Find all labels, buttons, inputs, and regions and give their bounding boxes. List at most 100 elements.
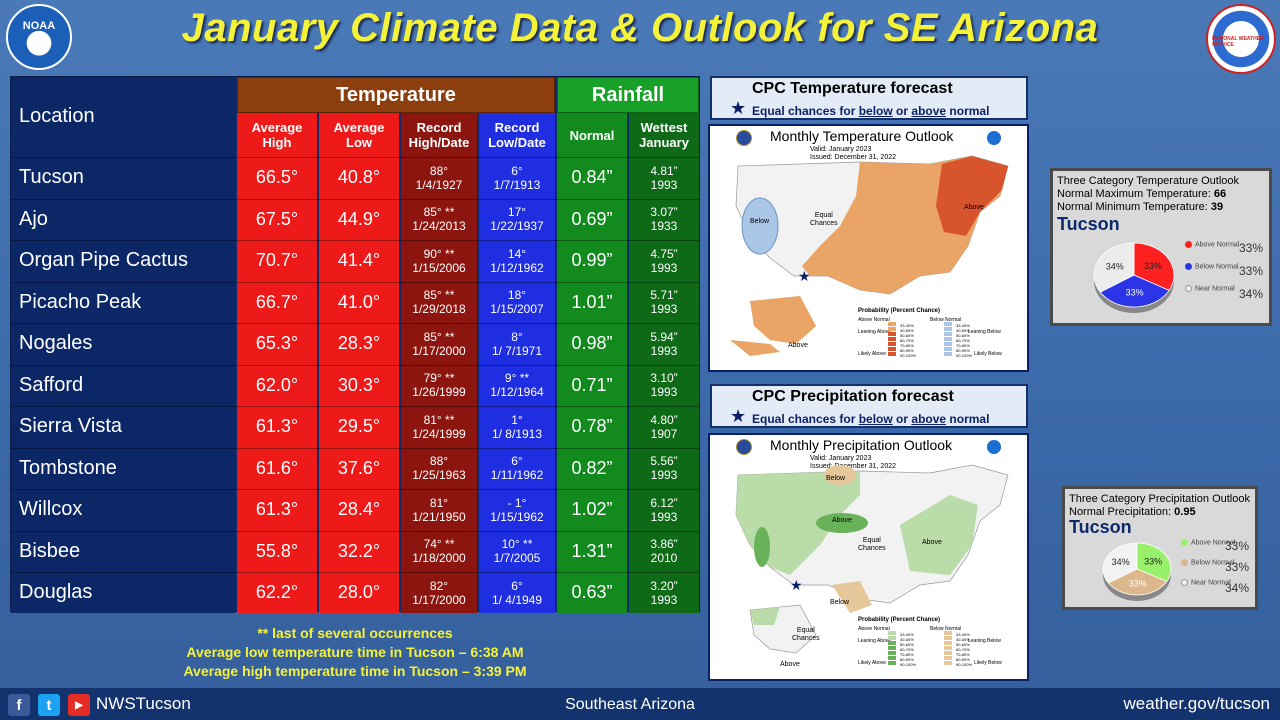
legend-range-above: 40-50% — [900, 328, 914, 333]
legend-swatch-above — [888, 352, 896, 356]
normal-rain-column — [557, 77, 627, 613]
temp-legend-likely-above: Likely Above — [858, 351, 887, 357]
precip-lbl-above-ak: Above — [780, 661, 800, 668]
precip-forecast-title: CPC Precipitation forecast — [752, 388, 954, 405]
legend-range-below: 80-90% — [956, 657, 970, 662]
cell-normal: 1.02” — [571, 499, 613, 519]
cell-record-high: 88° 1/4/1927 — [415, 163, 463, 192]
cell-record-low: 6° 1/ 4/1949 — [491, 578, 543, 607]
row-divider — [11, 530, 699, 532]
precip-legend-likely-below: Likely Below — [974, 660, 1002, 666]
legend-swatch-above — [888, 332, 896, 336]
legend-range-above: 60-70% — [900, 647, 914, 652]
precip-map-valid: Valid: January 2023 Issued: December 31, … — [810, 455, 896, 470]
cell-record-high: 85° ** 1/29/2018 — [412, 288, 466, 316]
legend-swatch-above — [888, 641, 896, 645]
temp-map-title: Monthly Temperature Outlook — [770, 128, 954, 144]
cell-record-low: 10° ** 1/7/2005 — [493, 537, 541, 565]
avg-low-header: Average Low — [333, 120, 385, 150]
cell-location: Nogales — [19, 332, 93, 354]
precip-lbl-above-east: Above — [922, 539, 942, 546]
cell-record-high: 81° ** 1/24/1999 — [412, 412, 466, 441]
legend-swatch-below — [944, 661, 952, 665]
legend-range-below: 80-90% — [956, 348, 970, 353]
temp-forecast-title: CPC Temperature forecast — [752, 80, 953, 97]
temp-pie-city: Tucson — [1057, 214, 1120, 234]
temp-pie-min: Normal Minimum Temperature: 39 — [1057, 201, 1224, 213]
legend-range-above: 60-70% — [900, 338, 914, 343]
legend-swatch-above — [888, 651, 896, 655]
legend-range-above: 40-50% — [900, 637, 914, 642]
noaa-logo-text: NOAA — [22, 20, 56, 32]
note-occurrences: ** last of several occurrences — [257, 625, 453, 641]
cell-avg-high: 70.7° — [255, 250, 299, 270]
temp-legend-leaning-below: Leaning Below — [968, 329, 1001, 335]
precip-lbl-below-north: Below — [826, 475, 846, 482]
cell-wettest: 6.12” 1993 — [650, 495, 678, 524]
precip-legend-below: Below Normal — [1181, 559, 1235, 567]
twitter-icon[interactable]: t — [38, 694, 60, 716]
svg-text:★: ★ — [798, 268, 811, 284]
record-low-header: Record Low/Date — [488, 120, 546, 150]
normal-header: Normal — [569, 127, 615, 143]
legend-swatch-above — [888, 322, 896, 326]
legend-range-below: 70-80% — [956, 343, 970, 348]
temp-forecast-subtitle: Equal chances for below or above normal — [752, 104, 990, 118]
cell-normal: 0.71” — [571, 374, 613, 395]
legend-swatch-below — [944, 651, 952, 655]
website-link[interactable]: weather.gov/tucson — [1123, 694, 1270, 713]
temp-outlook-map: Monthly Temperature Outlook Valid: Janua… — [708, 124, 1029, 372]
social-handle[interactable]: NWSTucson — [96, 694, 191, 713]
record-low-column — [479, 77, 555, 613]
legend-range-below: 40-50% — [956, 328, 970, 333]
legend-range-below: 70-80% — [956, 652, 970, 657]
legend-range-above: 80-90% — [900, 348, 914, 353]
pie-label-below: 33% — [1129, 578, 1147, 588]
doc-seal-icon — [736, 130, 752, 146]
facebook-icon[interactable]: f — [8, 694, 30, 716]
precip-legend-likely-above: Likely Above — [858, 660, 887, 666]
youtube-icon[interactable]: ▶ — [68, 694, 90, 716]
row-divider — [11, 447, 699, 449]
cell-record-low: 1° 1/ 8/1913 — [491, 412, 543, 441]
cell-record-high: 85° ** 1/24/2013 — [412, 205, 466, 233]
cell-normal: 0.82” — [571, 457, 613, 478]
cell-record-low: - 1° 1/15/1962 — [490, 495, 544, 524]
temp-pie-heading: Three Category Temperature Outlook — [1057, 175, 1239, 187]
legend-range-below: 33-40% — [956, 632, 970, 637]
cell-record-high: 79° ** 1/26/1999 — [412, 371, 466, 399]
cell-wettest: 5.56” 1993 — [650, 454, 678, 482]
cell-avg-high: 67.5° — [255, 208, 299, 229]
pie-slice-near — [1093, 242, 1135, 293]
legend-range-above: 90-100% — [900, 662, 917, 667]
legend-range-above: 90-100% — [900, 353, 917, 358]
precip-lbl-equal: Equal Chances — [858, 537, 886, 552]
legend-swatch-below — [944, 631, 952, 635]
cell-normal: 0.78” — [571, 416, 613, 436]
precip-lbl-below-tx: Below — [830, 599, 850, 606]
region-label: Southeast Arizona — [565, 696, 695, 713]
legend-range-above: 33-40% — [900, 632, 914, 637]
location-header: Location — [19, 105, 95, 127]
pie-slice-above — [1136, 542, 1172, 583]
precip-map-title: Monthly Precipitation Outlook — [770, 437, 953, 453]
cell-avg-low: 28.0° — [337, 582, 381, 602]
cell-record-high: 82° 1/17/2000 — [412, 578, 466, 607]
cell-record-high: 90° ** 1/15/2006 — [412, 246, 466, 275]
precip-lbl-above-west: Above — [832, 517, 852, 524]
row-divider — [11, 240, 699, 241]
temp-lbl-above: Above — [964, 204, 984, 211]
cell-wettest: 5.71” 1993 — [650, 288, 678, 316]
cell-avg-low: 28.4° — [337, 499, 381, 519]
legend-swatch-below — [944, 656, 952, 660]
temp-legend-likely-below: Likely Below — [974, 351, 1002, 357]
legend-swatch-below — [944, 337, 952, 341]
precip-pie-heading: Three Category Precipitation Outlook — [1069, 493, 1250, 505]
cell-record-low: 14° 1/12/1962 — [490, 246, 544, 275]
legend-range-above: 70-80% — [900, 652, 914, 657]
legend-range-below: 33-40% — [956, 323, 970, 328]
pie-label-near: 34% — [1106, 262, 1124, 272]
precip-lbl-equal-ak: Equal Chances — [792, 627, 820, 642]
legend-swatch-above — [888, 656, 896, 660]
cell-record-low: 8° 1/ 7/1971 — [491, 329, 543, 358]
